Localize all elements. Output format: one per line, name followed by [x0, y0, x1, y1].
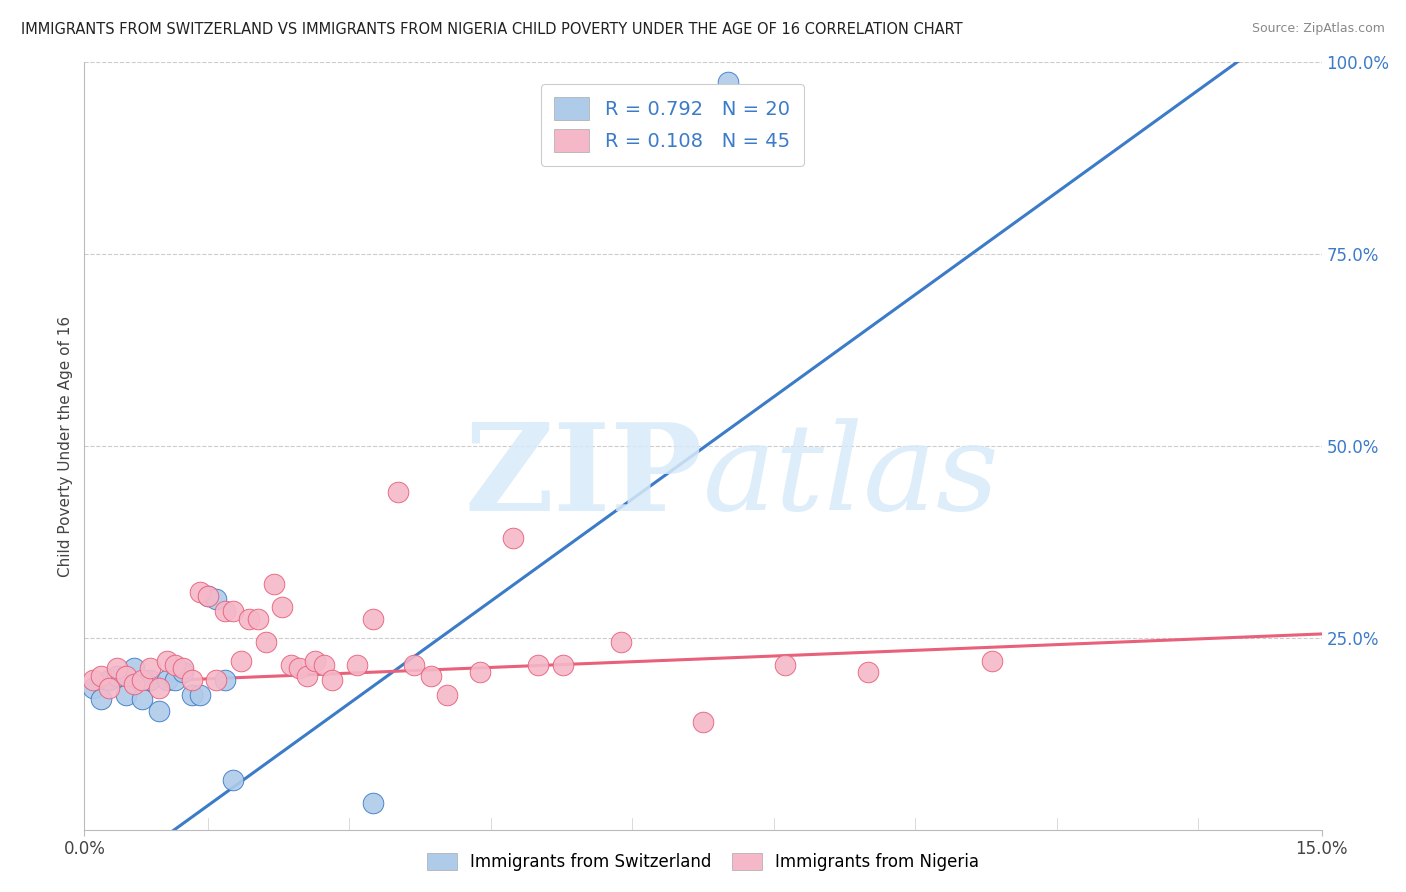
Point [114, 669, 136, 683]
Point [148, 704, 170, 718]
Point [205, 592, 228, 607]
Point [188, 689, 211, 703]
Legend: Immigrants from Switzerland, Immigrants from Nigeria: Immigrants from Switzerland, Immigrants … [419, 845, 987, 880]
Point [114, 689, 136, 703]
Point [856, 665, 879, 680]
Text: IMMIGRANTS FROM SWITZERLAND VS IMMIGRANTS FROM NIGERIA CHILD POVERTY UNDER THE A: IMMIGRANTS FROM SWITZERLAND VS IMMIGRANT… [21, 22, 963, 37]
Point [238, 612, 260, 626]
Point [214, 604, 236, 618]
Point [148, 681, 170, 695]
Point [98, 673, 121, 687]
Point [222, 772, 245, 787]
Point [436, 689, 458, 703]
Point [82, 673, 104, 687]
Point [775, 657, 797, 672]
Y-axis label: Child Poverty Under the Age of 16: Child Poverty Under the Age of 16 [58, 316, 73, 576]
Point [304, 654, 326, 668]
Point [188, 584, 211, 599]
Point [139, 661, 162, 675]
Point [122, 677, 145, 691]
Point [263, 577, 285, 591]
Point [165, 657, 187, 672]
Point [90, 692, 112, 706]
Point [156, 673, 179, 687]
Point [692, 715, 714, 730]
Point [90, 669, 112, 683]
Point [321, 673, 343, 687]
Point [229, 654, 252, 668]
Text: Source: ZipAtlas.com: Source: ZipAtlas.com [1251, 22, 1385, 36]
Point [312, 657, 335, 672]
Point [346, 657, 368, 672]
Point [82, 681, 104, 695]
Point [180, 673, 202, 687]
Point [222, 604, 245, 618]
Point [172, 661, 194, 675]
Point [295, 669, 318, 683]
Point [131, 673, 153, 687]
Point [122, 661, 145, 675]
Point [105, 661, 128, 675]
Point [180, 689, 202, 703]
Point [361, 612, 384, 626]
Point [288, 661, 311, 675]
Text: atlas: atlas [703, 418, 1000, 535]
Point [214, 673, 236, 687]
Point [502, 531, 524, 545]
Point [197, 589, 219, 603]
Point [387, 485, 409, 500]
Text: ZIP: ZIP [465, 417, 703, 536]
Point [165, 673, 187, 687]
Point [105, 669, 128, 683]
Point [254, 634, 277, 648]
Point [551, 657, 574, 672]
Point [470, 665, 492, 680]
Point [717, 74, 740, 88]
Point [246, 612, 269, 626]
Point [280, 657, 302, 672]
Point [197, 589, 219, 603]
Point [131, 692, 153, 706]
Point [980, 654, 1002, 668]
Point [98, 681, 121, 695]
Point [156, 654, 179, 668]
Point [361, 796, 384, 810]
Point [271, 600, 294, 615]
Point [404, 657, 426, 672]
Point [527, 657, 550, 672]
Point [419, 669, 441, 683]
Point [205, 673, 228, 687]
Point [172, 665, 194, 680]
Legend: R = 0.792   N = 20, R = 0.108   N = 45: R = 0.792 N = 20, R = 0.108 N = 45 [541, 84, 803, 166]
Point [139, 673, 162, 687]
Point [609, 634, 631, 648]
